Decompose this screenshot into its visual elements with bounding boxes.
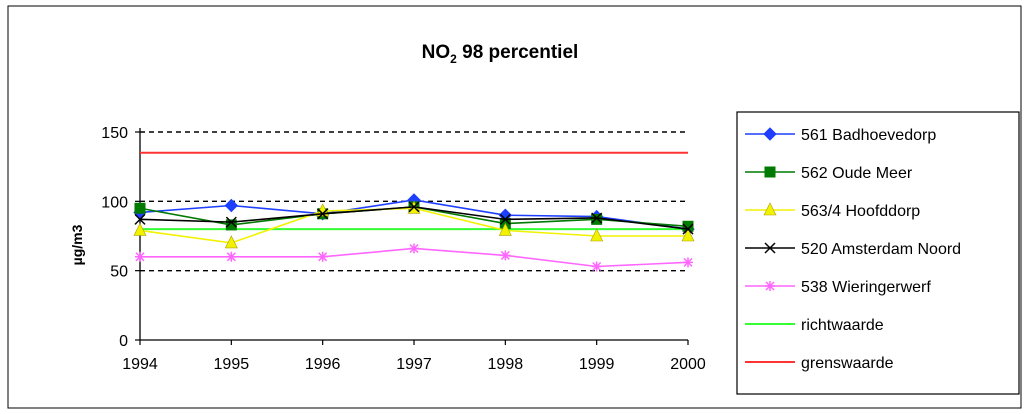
chart-title: NO2 98 percentiel xyxy=(422,42,579,66)
data-point-538-wieringerwerf-2000 xyxy=(683,257,693,268)
y-tick-label-100: 100 xyxy=(101,194,128,211)
legend-label-grenswaarde: grenswaarde xyxy=(801,355,894,372)
chart-title-subscript: 2 xyxy=(450,52,457,66)
x-tick-label-1997: 1997 xyxy=(396,356,432,373)
x-tick-label-2000: 2000 xyxy=(670,356,706,373)
legend-swatch-marker-538-wieringerwerf xyxy=(765,281,775,291)
legend-item-grenswaarde: grenswaarde xyxy=(745,355,894,372)
data-point-538-wieringerwerf-1996 xyxy=(317,251,328,262)
data-point-538-wieringerwerf-1997 xyxy=(409,243,419,254)
legend-label-520-amsterdam-noord: 520 Amsterdam Noord xyxy=(801,241,961,258)
data-point-520-amsterdam-noord-1997 xyxy=(408,201,420,213)
legend-swatch-marker-561-badhoevedorp xyxy=(763,127,777,141)
data-point-538-wieringerwerf-1998 xyxy=(500,250,511,261)
data-point-563-4-hoofddorp-1998 xyxy=(498,222,512,236)
legend-box xyxy=(736,111,1020,395)
legend-swatch-marker-563-4-hoofddorp xyxy=(763,202,777,216)
legend-label-562-oude-meer: 562 Oude Meer xyxy=(801,165,913,182)
y-tick-label-50: 50 xyxy=(110,264,128,281)
x-tick-label-1995: 1995 xyxy=(214,356,250,373)
data-point-538-wieringerwerf-1995 xyxy=(226,251,237,262)
x-tick-label-1999: 1999 xyxy=(579,356,615,373)
y-axis-label: µg/m3 xyxy=(69,224,85,265)
legend-item-563-4-hoofddorp: 563/4 Hoofddorp xyxy=(745,202,920,220)
legend: 561 Badhoevedorp 562 Oude Meer 563/4 Hoofd… xyxy=(736,111,1020,395)
x-tick-label-1994: 1994 xyxy=(122,356,158,373)
legend-label-richtwaarde: richtwaarde xyxy=(801,317,884,334)
data-point-520-amsterdam-noord-1998 xyxy=(499,213,511,225)
data-point-563-4-hoofddorp-1995 xyxy=(224,235,238,249)
chart-title-main: NO xyxy=(422,42,451,63)
data-point-520-amsterdam-noord-1994 xyxy=(134,213,146,225)
data-point-520-amsterdam-noord-2000 xyxy=(682,223,694,235)
legend-swatch-marker-562-oude-meer xyxy=(764,166,776,178)
data-point-563-4-hoofddorp-1994 xyxy=(133,222,147,236)
legend-label-561-badhoevedorp: 561 Badhoevedorp xyxy=(801,127,936,144)
chart-title-rest: 98 percentiel xyxy=(457,42,578,63)
legend-item-520-amsterdam-noord: 520 Amsterdam Noord xyxy=(745,241,961,258)
x-tick-label-1998: 1998 xyxy=(488,356,524,373)
legend-item-richtwaarde: richtwaarde xyxy=(745,317,884,334)
legend-label-538-wieringerwerf: 538 Wieringerwerf xyxy=(801,279,931,296)
legend-label-563-4-hoofddorp: 563/4 Hoofddorp xyxy=(801,203,920,220)
data-point-538-wieringerwerf-1994 xyxy=(135,251,145,262)
y-tick-label-150: 150 xyxy=(101,125,128,142)
data-point-520-amsterdam-noord-1996 xyxy=(317,208,329,220)
legend-swatch-marker-520-amsterdam-noord xyxy=(764,242,776,254)
data-point-562-oude-meer-1994 xyxy=(134,202,146,214)
y-tick-label-0: 0 xyxy=(119,333,128,350)
data-point-520-amsterdam-noord-1999 xyxy=(591,212,603,224)
data-point-520-amsterdam-noord-1995 xyxy=(225,216,237,228)
series-538-wieringerwerf xyxy=(135,243,693,272)
x-tick-label-1996: 1996 xyxy=(305,356,341,373)
data-point-538-wieringerwerf-1999 xyxy=(591,261,602,272)
data-point-563-4-hoofddorp-1999 xyxy=(590,228,604,242)
legend-item-538-wieringerwerf: 538 Wieringerwerf xyxy=(745,279,931,296)
data-point-562-oude-meer-1999 xyxy=(591,213,603,225)
data-point-562-oude-meer-1995 xyxy=(225,219,237,231)
data-point-563-4-hoofddorp-2000 xyxy=(681,228,695,242)
legend-item-561-badhoevedorp: 561 Badhoevedorp xyxy=(745,127,936,144)
series-520-amsterdam-noord xyxy=(134,201,694,235)
legend-item-562-oude-meer: 562 Oude Meer xyxy=(745,165,913,182)
data-point-561-badhoevedorp-1995 xyxy=(224,198,239,213)
